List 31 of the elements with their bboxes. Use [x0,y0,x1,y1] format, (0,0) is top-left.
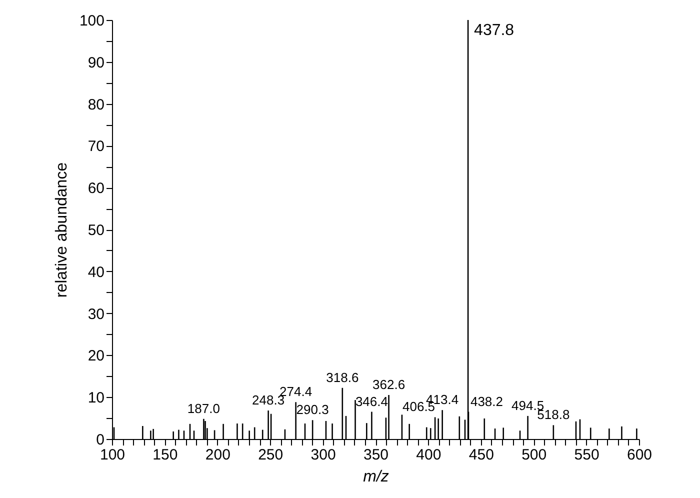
x-tick-label: 550 [574,446,600,464]
y-tick-label: 100 [79,12,104,30]
annotation: 318.6 [326,370,359,385]
x-tick-label: 200 [205,446,230,464]
x-tick-label: 450 [468,446,494,464]
annotation: 187.0 [187,400,220,416]
x-tick-label: 250 [258,446,284,464]
y-tick-label: 90 [88,54,104,72]
annotation: 438.2 [470,394,504,409]
y-tick-label: 40 [88,264,104,281]
annotation: 437.8 [474,22,514,39]
x-tick-label: 350 [363,446,389,464]
x-tick-label: 150 [152,446,178,464]
y-tick-label: 80 [88,96,104,114]
annotation: 362.6 [372,377,406,392]
y-tick-label: 60 [88,180,104,198]
y-tick-label: 70 [88,138,104,156]
y-tick-label: 50 [88,222,104,239]
y-tick-label: 10 [88,390,104,407]
y-tick-label: 30 [88,306,104,323]
annotation: 290.3 [296,402,329,418]
y-tick-label: 20 [88,348,104,365]
x-tick-label: 600 [626,446,652,464]
x-tick-label: 300 [310,446,336,464]
y-tick-label: 0 [96,432,104,448]
x-tick-label: 500 [522,446,547,464]
x-tick-label: 100 [100,446,126,464]
y-axis-title: relative abundance [53,162,70,298]
x-axis-title: m/z [363,468,389,486]
x-tick-label: 400 [416,446,442,464]
annotation: 346.4 [355,394,388,409]
